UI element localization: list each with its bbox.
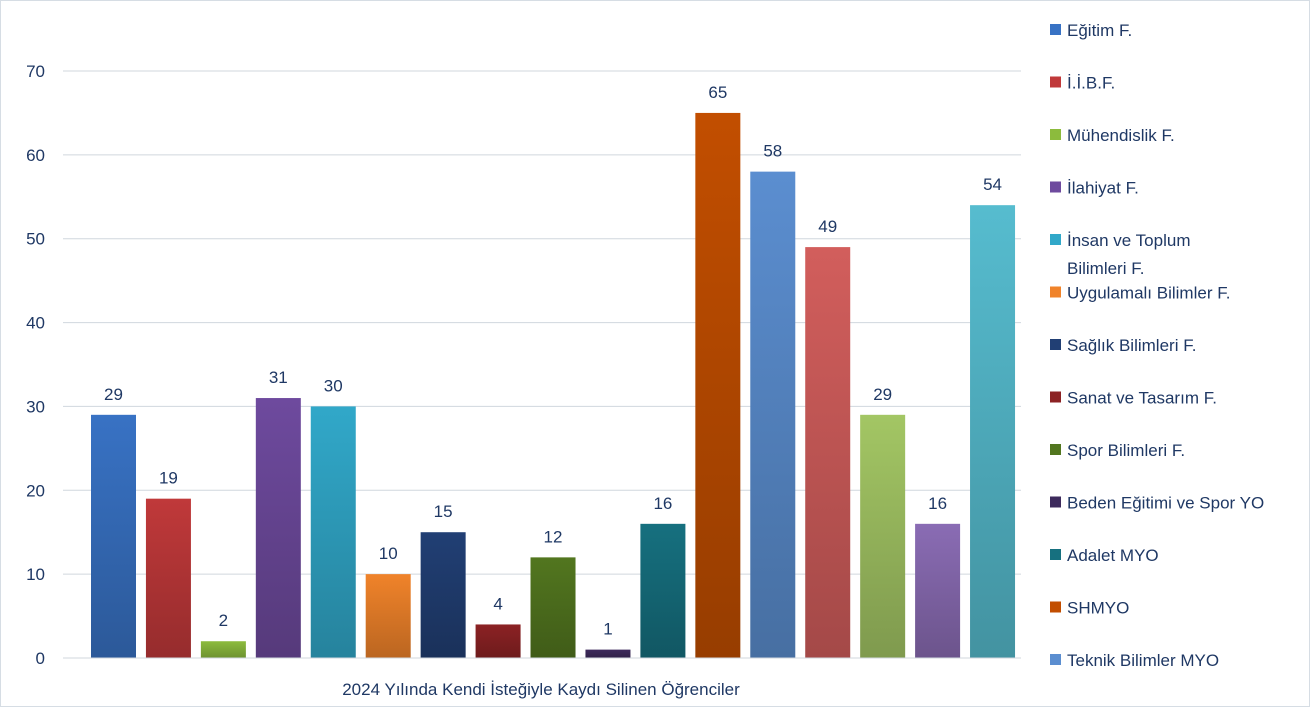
legend-swatch [1050,286,1061,298]
bar [91,414,136,658]
y-tick-label: 10 [26,565,45,584]
legend-label: İlahiyat F. [1067,179,1139,198]
bar [805,247,851,658]
legend-label: Sanat ve Tasarım F. [1067,389,1217,408]
y-tick-label: 0 [36,649,45,668]
data-label: 65 [708,83,727,102]
bar [310,406,356,658]
data-label: 4 [493,594,502,613]
y-tick-label: 30 [26,397,45,416]
legend-label: SHMYO [1067,599,1129,618]
bar [640,523,686,658]
data-label: 49 [818,217,837,236]
gridlines [63,70,1021,575]
y-tick-label: 20 [26,481,45,500]
y-tick-label: 60 [26,146,45,165]
legend: Eğitim F. İ.İ.B.F. Mühendislik F. İlahiyat … [1050,21,1264,670]
bar [695,112,741,658]
data-label: 54 [983,175,1002,194]
legend-swatch [1050,76,1061,88]
legend-swatch [1050,391,1061,403]
legend-swatch [1050,496,1061,508]
data-label: 30 [324,376,343,395]
bar [530,557,576,658]
data-label: 10 [379,544,398,563]
legend-label: Uygulamalı Bilimler F. [1067,284,1230,303]
legend-label: Eğitim F. [1067,21,1132,40]
data-label: 58 [763,142,782,161]
bar [915,523,961,658]
data-label: 12 [544,527,563,546]
x-category-label: 2024 Yılında Kendi İsteğiyle Kaydı Silin… [342,680,740,699]
data-labels: 29 19 2 31 30 10 15 4 12 1 16 65 58 49 29 16 54 [104,83,1002,639]
data-label: 15 [434,502,453,521]
data-label: 19 [159,469,178,488]
legend-label: İ.İ.B.F. [1067,74,1115,93]
legend-swatch [1050,339,1061,350]
legend-label: Teknik Bilimler MYO [1067,651,1219,670]
legend-label: Adalet MYO [1067,546,1159,565]
bars [91,112,1016,658]
legend-swatch [1050,181,1061,193]
y-tick-label: 70 [26,62,45,81]
y-tick-label: 40 [26,314,45,333]
legend-label: İnsan ve Toplum Bilimleri F. [1067,231,1190,278]
legend-label: Mühendislik F. [1067,126,1175,145]
legend-label: Spor Bilimleri F. [1067,441,1185,460]
bar [255,398,301,658]
legend-swatch [1050,24,1061,35]
bar [750,171,796,658]
bar [365,574,411,658]
legend-swatch [1050,549,1061,560]
y-tick-label: 50 [26,230,45,249]
data-label: 1 [603,620,612,639]
y-axis-ticks: 0 10 20 30 40 50 60 70 [26,62,45,668]
legend-label: Beden Eğitimi ve Spor YO [1067,494,1264,513]
legend-swatch [1050,129,1061,140]
bar [145,498,191,658]
bar [860,414,906,658]
data-label: 29 [104,385,123,404]
bar [200,641,246,658]
data-label: 29 [873,385,892,404]
legend-swatch [1050,601,1061,613]
data-label: 31 [269,368,288,387]
data-label: 2 [219,611,228,630]
bar [475,624,521,658]
legend-swatch [1050,234,1061,245]
data-label: 16 [653,494,672,513]
bar [970,205,1016,658]
legend-swatch [1050,444,1061,455]
bar [585,649,631,658]
legend-swatch [1050,654,1061,665]
data-label: 16 [928,494,947,513]
bar [420,532,466,658]
legend-label: Sağlık Bilimleri F. [1067,336,1196,355]
